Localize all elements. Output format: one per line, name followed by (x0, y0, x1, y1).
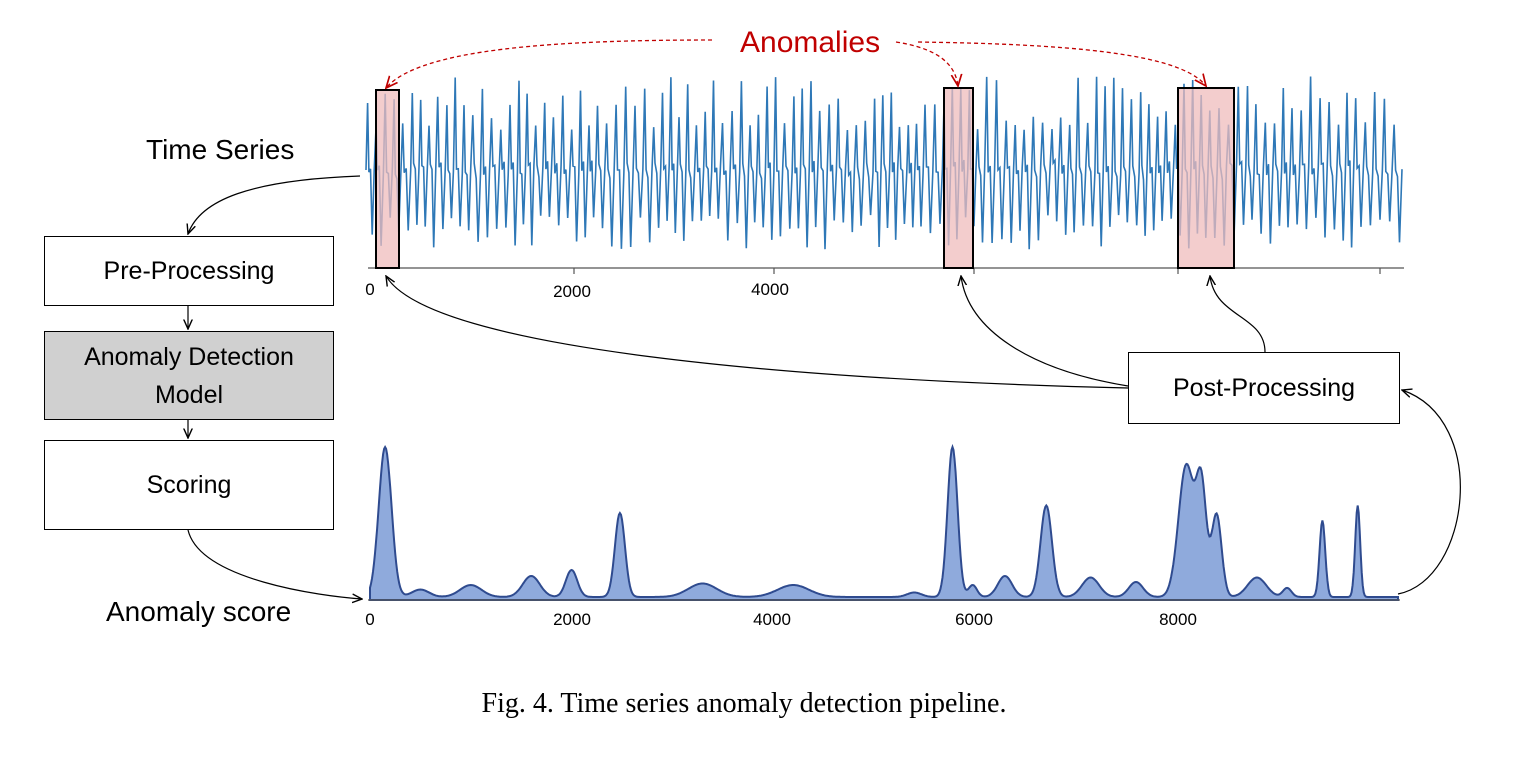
anomaly-arrow-2 (895, 41, 958, 86)
score-tick-label: 8000 (1159, 610, 1197, 629)
arrow-postprocessing-to-region-3 (1210, 276, 1266, 353)
arrow-postprocessing-to-region-1 (386, 276, 1129, 389)
ts-tick-label: 2000 (553, 282, 591, 301)
anomaly-score-chart (368, 443, 1400, 601)
score-tick-label: 0 (365, 610, 375, 629)
arrow-series-to-preprocessing (188, 175, 361, 234)
time-series-chart (365, 76, 1404, 274)
anomaly-arrow-3 (917, 41, 1206, 86)
anomaly-detection-model-box: Anomaly Detection Model (44, 331, 334, 420)
time-series-label: Time Series (146, 134, 295, 165)
arrow-scoring-to-score (187, 529, 362, 599)
time-series-line (365, 76, 1403, 250)
anomaly-region-3 (1177, 87, 1235, 269)
model-label-line-2: Model (154, 380, 224, 409)
score-tick-label: 4000 (753, 610, 791, 629)
post-processing-box: Post-Processing (1128, 352, 1400, 424)
anomaly-score-area (369, 443, 1399, 601)
figure-caption: Fig. 4. Time series anomaly detection pi… (481, 688, 1007, 719)
anomaly-arrow-1 (386, 39, 713, 88)
arrow-postprocessing-to-region-2 (961, 276, 1129, 387)
pre-processing-label: Pre-Processing (103, 257, 275, 285)
anomaly-region-2 (943, 87, 974, 269)
score-tick-label: 2000 (553, 610, 591, 629)
score-tick-label: 6000 (955, 610, 993, 629)
scoring-box: Scoring (44, 440, 334, 530)
post-processing-label: Post-Processing (1172, 374, 1356, 402)
model-label-line-1: Anomaly Detection (84, 342, 294, 371)
arrow-score-to-postprocessing (1397, 390, 1461, 595)
anomaly-score-label: Anomaly score (106, 596, 292, 627)
ts-tick-label: 4000 (751, 280, 789, 299)
anomaly-region-1 (375, 89, 400, 269)
scoring-label: Scoring (146, 471, 232, 499)
pre-processing-box: Pre-Processing (44, 236, 334, 306)
ts-tick-label: 0 (365, 280, 375, 299)
anomalies-label: Anomalies (740, 26, 881, 59)
